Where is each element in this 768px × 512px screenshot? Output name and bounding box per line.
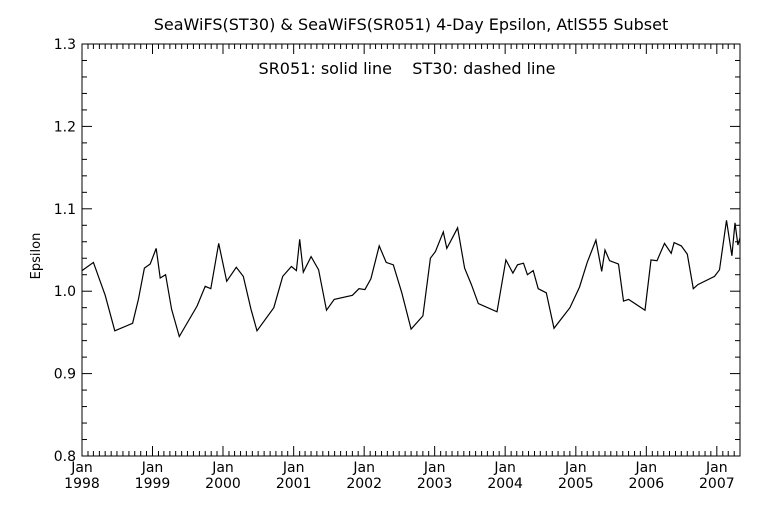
x-tick-month-label: Jan: [211, 460, 234, 476]
y-tick-label: 1.3: [54, 37, 76, 53]
y-tick-label: 0.9: [54, 367, 76, 383]
x-tick-year-label: 2005: [558, 476, 594, 492]
x-tick-month-label: Jan: [564, 460, 587, 476]
x-tick-month-label: Jan: [352, 460, 375, 476]
y-axis-label: Epsilon: [29, 233, 44, 280]
x-tick-month-label: Jan: [635, 460, 658, 476]
x-tick-month-label: Jan: [141, 460, 164, 476]
x-tick-month-label: Jan: [423, 460, 446, 476]
x-tick-year-label: 2007: [699, 476, 735, 492]
y-tick-label: 1.2: [54, 119, 76, 135]
x-tick-month-label: Jan: [705, 460, 728, 476]
chart-annotation: SR051: solid line ST30: dashed line: [259, 59, 556, 78]
x-tick-year-label: 2000: [205, 476, 241, 492]
x-axis-ticks: Jan1998Jan1999Jan2000Jan2001Jan2002Jan20…: [64, 44, 741, 492]
series-group: [82, 220, 740, 339]
series-line-sr051: [82, 220, 740, 339]
x-tick-year-label: 1998: [64, 476, 100, 492]
x-tick-year-label: 2001: [276, 476, 312, 492]
x-tick-month-label: Jan: [282, 460, 305, 476]
x-tick-year-label: 2004: [487, 476, 523, 492]
chart-title: SeaWiFS(ST30) & SeaWiFS(SR051) 4-Day Eps…: [154, 15, 669, 34]
x-tick-month-label: Jan: [70, 460, 93, 476]
x-tick-year-label: 1999: [135, 476, 171, 492]
x-tick-month-label: Jan: [493, 460, 516, 476]
x-tick-year-label: 2003: [417, 476, 453, 492]
x-tick-year-label: 2006: [629, 476, 665, 492]
y-axis-ticks: 0.8 0.9 1.0 1.1 1.2 1.3: [54, 37, 740, 465]
y-tick-label: 1.1: [54, 202, 76, 218]
y-tick-label: 1.0: [54, 284, 76, 300]
y-tick-label: 0.8: [54, 449, 76, 465]
x-tick-year-label: 2002: [346, 476, 382, 492]
